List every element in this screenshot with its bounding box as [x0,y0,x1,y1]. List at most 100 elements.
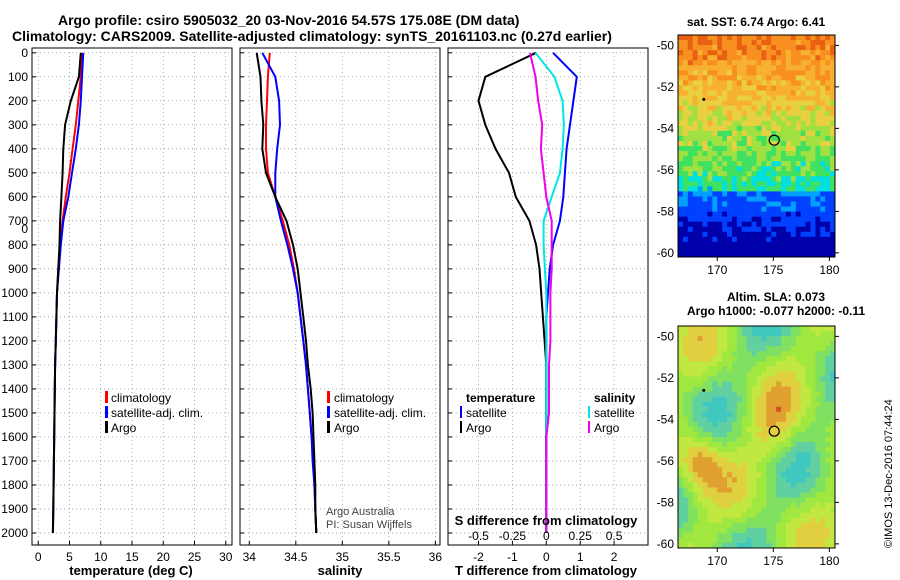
map-cell [776,431,782,438]
map-cell [815,462,821,468]
map-cell [741,366,747,372]
map-cell [746,542,752,549]
map-cell [692,231,698,238]
map-cell [805,381,811,387]
map-cell [825,211,831,217]
map-cell [702,507,708,513]
difference-x-axis: -2 -1 0 1 2 [473,541,618,564]
map-cell [815,492,821,498]
map-cell [717,100,723,106]
map-cell [727,216,733,222]
map-cell [736,186,743,192]
map-cell [707,472,713,478]
map-cell [692,105,698,111]
map-y-tick-label: -58 [657,495,675,509]
map-cell [785,532,792,539]
map-cell [727,421,733,428]
map-cell [697,35,703,41]
map-cell [766,396,772,402]
map-cell [707,55,713,61]
map-cell [707,146,713,152]
map-cell [830,90,836,96]
map-cell [815,45,821,51]
map-cell [692,221,698,228]
map-cell [756,431,762,438]
map-cell [707,351,713,357]
map-cell [790,396,797,402]
map-cell [766,241,772,248]
map-cell [717,40,723,46]
map-cell [805,522,811,529]
map-cell [771,50,777,56]
map-cell [781,336,787,342]
map-cell [712,356,718,362]
map-cell [776,70,782,76]
map-cell [815,151,821,157]
map-cell [741,45,747,51]
map-cell [746,206,752,212]
map-cell [761,542,767,549]
map-cell [682,196,689,202]
map-cell [805,477,811,483]
map-cell [800,231,806,238]
sst-map-axes: 170 175 180-50-52-54-56-58-60 [657,38,840,277]
map-cell [771,146,777,152]
map-cell [766,80,772,86]
map-cell [820,442,826,448]
map-cell [736,532,743,539]
map-cell [820,522,826,529]
map-cell [678,55,684,61]
map-cell [785,146,792,152]
map-cell [766,472,772,478]
map-cell [795,497,801,503]
map-cell [727,396,733,402]
map-cell [815,447,821,453]
map-cell [717,381,723,387]
map-cell [731,527,738,534]
map-cell [805,371,811,377]
map-cell [805,161,811,167]
map-y-tick-label: -58 [657,204,675,218]
annotation-argo-australia: Argo Australia [326,506,395,518]
map-cell [820,467,826,473]
map-cell [761,366,767,372]
map-cell [741,115,747,122]
map-cell [702,366,708,372]
map-cell [717,477,723,483]
map-cell [741,462,747,468]
map-cell [741,206,747,212]
map-cell [820,497,826,503]
x-tick-label: 10 [94,550,108,564]
map-cell [781,135,787,142]
map-cell [761,95,767,101]
map-cell [756,462,762,468]
map-cell [810,452,816,458]
map-cell [727,512,733,519]
map-cell [751,396,757,402]
map-cell [707,532,713,539]
map-cell [830,201,836,207]
map-cell [736,537,743,544]
map-cell [717,176,723,182]
map-cell [746,482,752,488]
map-cell [731,522,738,529]
map-cell [785,161,792,167]
map-cell [717,95,723,101]
map-cell [741,351,747,357]
map-cell [717,140,723,147]
map-cell [741,452,747,458]
map-cell [825,85,831,91]
map-cell [776,421,782,428]
map-cell [820,411,826,418]
map-cell [687,35,694,41]
map-cell [785,457,792,463]
map-cell [805,206,811,212]
map-cell [785,376,792,382]
map-cell [697,421,703,428]
map-cell [761,171,767,177]
map-cell [702,537,708,544]
map-cell [702,527,708,534]
map-cell [825,216,831,222]
map-cell [717,527,723,534]
map-cell [702,151,708,157]
